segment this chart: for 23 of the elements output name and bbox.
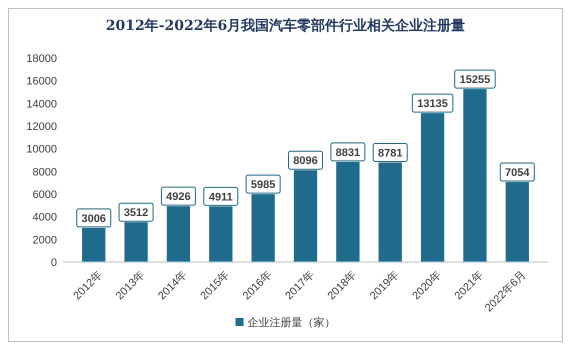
legend-label: 企业注册量（家） [248, 316, 336, 329]
chart-title: 2012年-2022年6月我国汽车零部件行业相关企业注册量 [106, 17, 466, 34]
y-tick-label: 0 [50, 257, 57, 269]
y-tick-label: 4000 [32, 212, 57, 224]
y-tick-label: 12000 [26, 121, 57, 133]
data-label: 8781 [378, 147, 402, 160]
data-label: 13135 [417, 98, 448, 110]
y-tick-label: 2000 [32, 234, 57, 246]
y-tick-label: 10000 [26, 144, 57, 156]
y-tick-label: 8000 [32, 166, 57, 178]
y-tick-label: 18000 [26, 53, 57, 65]
data-label: 4926 [166, 191, 191, 204]
data-label: 3512 [124, 207, 148, 220]
data-label: 3006 [81, 212, 106, 225]
y-tick-label: 14000 [26, 98, 57, 110]
data-label: 15255 [460, 74, 490, 86]
y-tick-label: 16000 [26, 76, 57, 88]
data-label: 7054 [505, 167, 530, 180]
data-label: 8096 [293, 155, 318, 168]
data-label: 5985 [250, 179, 276, 192]
y-tick-label: 6000 [32, 189, 57, 201]
data-label: 8831 [336, 146, 360, 159]
data-label: 4911 [208, 191, 233, 204]
